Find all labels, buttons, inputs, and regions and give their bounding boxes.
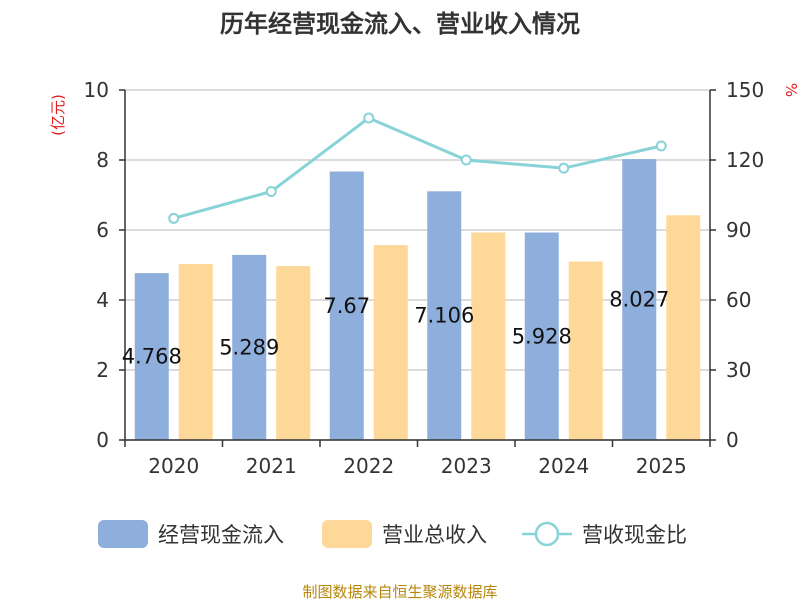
ratio-point: [655, 140, 667, 152]
ratio-point: [363, 112, 375, 124]
cash-inflow-data-label: 7.67: [323, 294, 370, 318]
cash-inflow-bar: [427, 191, 462, 440]
revenue-bar: [471, 232, 506, 440]
left-tick-label: 8: [96, 148, 109, 172]
cash-inflow-bar: [134, 273, 169, 440]
legend: 经营现金流入 营业总收入 营收现金比: [98, 520, 687, 548]
cash-inflow-data-label: 8.027: [609, 288, 669, 312]
legend-label: 经营现金流入: [158, 523, 284, 547]
left-tick-label: 2: [96, 358, 109, 382]
x-tick-label: 2024: [538, 454, 589, 478]
ratio-point: [558, 162, 570, 174]
chart-title: 历年经营现金流入、营业收入情况: [220, 10, 580, 38]
cash-inflow-data-label: 4.768: [122, 345, 182, 369]
legend-swatch: [322, 520, 372, 548]
ratio-line: [173, 116, 662, 220]
revenue-bar: [568, 261, 603, 440]
revenue-bar: [373, 245, 408, 440]
x-tick-label: 2025: [636, 454, 687, 478]
legend-swatch: [98, 520, 148, 548]
left-tick-label: 10: [84, 78, 109, 102]
axes-layer: 0 2 4 6 8 10 0 30 60 90 120 150 2020 2021 2022 2023 2024…: [84, 78, 765, 478]
right-tick-label: 0: [726, 428, 739, 452]
cash-inflow-data-label: 5.928: [512, 324, 572, 348]
revenue-bar: [178, 263, 213, 440]
left-tick-label: 6: [96, 218, 109, 242]
data-labels-layer: 4.768 5.289 7.67 7.106 5.928 8.027: [122, 288, 670, 369]
legend-label: 营收现金比: [582, 523, 687, 547]
revenue-bar: [666, 215, 701, 440]
cash-inflow-bar: [622, 159, 657, 440]
right-tick-label: 60: [726, 288, 751, 312]
right-tick-label: 30: [726, 358, 751, 382]
x-tick-label: 2020: [148, 454, 199, 478]
right-tick-label: 150: [726, 78, 764, 102]
cash-inflow-bar: [232, 254, 267, 440]
x-tick-label: 2023: [441, 454, 492, 478]
x-tick-label: 2022: [343, 454, 394, 478]
right-axis-unit: %: [782, 83, 800, 97]
right-tick-label: 120: [726, 148, 764, 172]
ratio-point: [265, 186, 277, 197]
x-tick-label: 2021: [246, 454, 297, 478]
legend-marker: [534, 521, 560, 547]
ratio-line-layer: [168, 112, 667, 224]
cash-inflow-bar: [329, 171, 364, 441]
cash-inflow-data-label: 5.289: [219, 335, 279, 359]
legend-label: 营业总收入: [382, 523, 487, 547]
bars-layer: [134, 159, 701, 441]
cash-inflow-bar: [524, 232, 559, 440]
cash-inflow-data-label: 7.106: [414, 304, 474, 328]
left-tick-label: 4: [96, 288, 109, 312]
left-axis-unit: (亿元): [49, 94, 67, 136]
revenue-bar: [276, 266, 311, 440]
ratio-point: [168, 212, 180, 224]
ratio-point: [460, 154, 472, 166]
left-tick-label: 0: [96, 428, 109, 452]
source-note: 制图数据来自恒生聚源数据库: [302, 583, 497, 600]
right-tick-label: 90: [726, 218, 751, 242]
